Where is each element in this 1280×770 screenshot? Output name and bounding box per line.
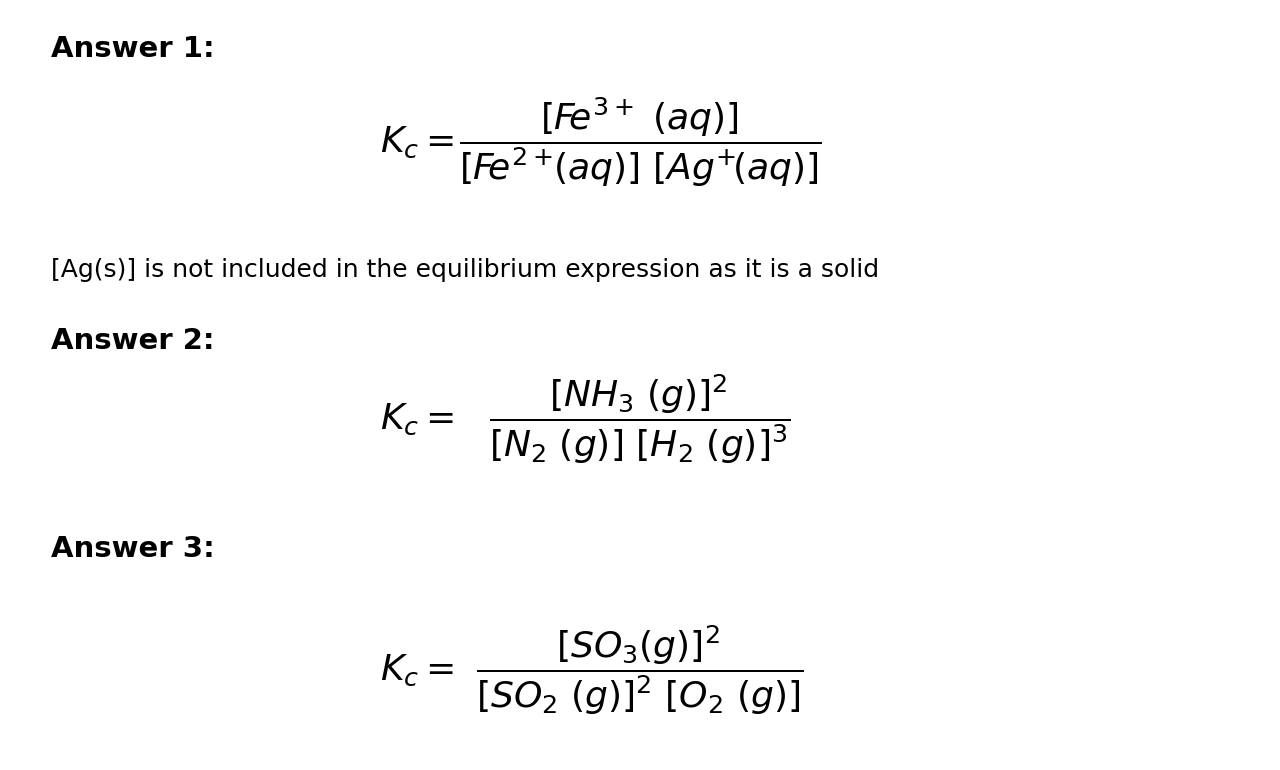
Text: $\dfrac{[F\!e^{3+}\ (aq)]}{[F\!e^{2+}\!(aq)]\ [Ag^{+}\!(aq)]}$: $\dfrac{[F\!e^{3+}\ (aq)]}{[F\!e^{2+}\!(… (458, 95, 822, 189)
Text: Answer 3:: Answer 3: (51, 535, 215, 563)
Text: $\mathit{K_c} =$: $\mathit{K_c} =$ (380, 402, 454, 437)
Text: Answer 1:: Answer 1: (51, 35, 215, 62)
Text: $\mathit{K_c} =$: $\mathit{K_c} =$ (380, 652, 454, 688)
Text: Answer 2:: Answer 2: (51, 327, 215, 355)
Text: $\dfrac{[SO_3(g)]^2}{[SO_2\ (g)]^2\ [O_2\ (g)]}$: $\dfrac{[SO_3(g)]^2}{[SO_2\ (g)]^2\ [O_2… (476, 623, 804, 717)
Text: $\mathit{K_c} =$: $\mathit{K_c} =$ (380, 125, 454, 160)
Text: $\dfrac{[NH_3\ (g)]^2}{[N_2\ (g)]\ [H_2\ (g)]^3}$: $\dfrac{[NH_3\ (g)]^2}{[N_2\ (g)]\ [H_2\… (489, 373, 791, 467)
Text: [Ag(s)] is not included in the equilibrium expression as it is a solid: [Ag(s)] is not included in the equilibri… (51, 258, 879, 282)
